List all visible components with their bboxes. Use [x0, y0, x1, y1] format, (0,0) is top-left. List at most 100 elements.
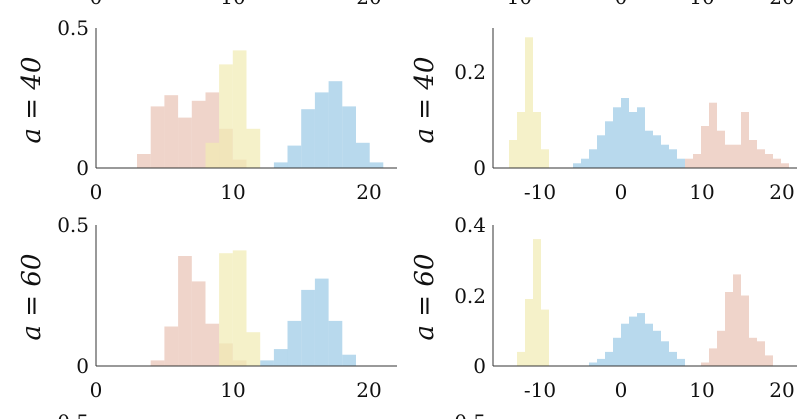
histogram-bar-blue — [342, 106, 356, 168]
histogram-bar-pink — [709, 348, 717, 366]
histogram-bar-blue — [589, 362, 597, 366]
y-tick-label: 0 — [76, 156, 89, 180]
histogram-bar-pink — [725, 144, 733, 168]
cutoff-top-tick: 0 — [615, 0, 628, 9]
histogram-bar-blue — [613, 107, 621, 168]
y-tick-label: 0 — [76, 354, 89, 378]
histogram-bar-blue — [653, 135, 661, 168]
x-tick-label: 10 — [220, 180, 245, 204]
histogram-bar-blue — [661, 144, 669, 168]
y-tick-label: 0 — [473, 156, 486, 180]
histogram-bar-yellow — [246, 332, 261, 366]
histogram-bar-pink — [765, 355, 773, 366]
y-tick-label: 0.4 — [454, 213, 486, 237]
bars-group — [509, 37, 789, 168]
histogram-bar-yellow — [219, 64, 233, 168]
histogram-bar-blue — [637, 313, 645, 366]
bars-group — [150, 250, 356, 366]
histogram-bar-yellow — [232, 250, 247, 366]
histogram-bar-pink — [749, 337, 757, 366]
histogram-bar-pink — [733, 274, 741, 366]
histogram-bar-blue — [301, 109, 315, 168]
histogram-bar-yellow — [509, 140, 517, 168]
histogram-bar-pink — [725, 292, 733, 366]
histogram-bar-yellow — [205, 142, 220, 168]
y-tick-label: 0.2 — [454, 60, 486, 84]
histogram-bar-pink — [733, 144, 741, 168]
histogram-bar-pink — [741, 295, 749, 366]
x-tick-label: 20 — [769, 378, 794, 402]
histogram-bar-yellow — [517, 351, 525, 366]
row-label: a = 60 — [17, 254, 47, 341]
histogram-bar-pink — [773, 158, 781, 168]
histogram-bar-pink — [741, 112, 749, 168]
histogram-bar-pink — [709, 102, 717, 168]
histogram-bar-blue — [661, 341, 669, 366]
cutoff-top-tick: 20 — [769, 0, 794, 9]
histogram-bar-blue — [597, 135, 605, 168]
histogram-bar-pink — [150, 360, 165, 366]
histogram-bar-blue — [621, 98, 629, 168]
histogram-bar-pink — [191, 100, 206, 168]
histogram-bar-pink — [693, 154, 701, 168]
x-tick-label: 0 — [90, 180, 103, 204]
histogram-bar-pink — [781, 163, 789, 168]
histogram-bar-blue — [287, 145, 302, 168]
histogram-bar-yellow — [541, 149, 549, 168]
histogram-bar-blue — [653, 330, 661, 367]
histogram-bar-blue — [677, 158, 685, 168]
histogram-bar-blue — [273, 349, 288, 366]
row-label: a = 40 — [410, 57, 440, 144]
x-tick-label: 10 — [220, 378, 245, 402]
histogram-bar-blue — [637, 107, 645, 168]
histogram-bar-blue — [287, 320, 302, 366]
histogram-bar-blue — [621, 323, 629, 366]
histogram-bar-blue — [273, 162, 288, 168]
cutoff-top-tick: -10 — [500, 0, 532, 9]
histogram-bar-blue — [589, 149, 597, 168]
histogram-bar-blue — [605, 351, 613, 366]
histogram-bar-blue — [356, 142, 370, 168]
histogram-bar-yellow — [232, 50, 247, 168]
histogram-bar-pink — [164, 326, 179, 366]
histogram-bar-blue — [677, 358, 685, 366]
x-tick-label: 0 — [615, 180, 628, 204]
histogram-bar-pink — [757, 149, 765, 168]
row-label: a = 60 — [410, 254, 440, 341]
histogram-bar-blue — [369, 162, 384, 168]
x-tick-label: -10 — [524, 180, 556, 204]
histogram-bar-pink — [701, 362, 709, 366]
histogram-bar-blue — [629, 316, 637, 366]
histogram-bar-pink — [701, 126, 709, 168]
cutoff-top-row: 0 10 20 -10 0 10 20 — [90, 0, 795, 9]
histogram-bar-yellow — [533, 112, 541, 168]
histogram-bar-blue — [328, 81, 343, 168]
cutoff-top-tick: 20 — [356, 0, 381, 9]
histogram-bar-yellow — [541, 309, 549, 366]
x-tick-label: 0 — [90, 378, 103, 402]
histogram-bar-blue — [314, 92, 329, 168]
histogram-bar-blue — [669, 351, 677, 366]
histogram-bar-yellow — [525, 37, 533, 168]
x-tick-label: 20 — [356, 180, 381, 204]
cutoff-bottom-tick: 0.5 — [454, 410, 486, 419]
histogram-bar-blue — [260, 360, 274, 366]
row-label: a = 40 — [17, 57, 47, 144]
histogram-bar-pink — [164, 95, 179, 168]
histogram-bar-pink — [191, 281, 206, 366]
histogram-bar-pink — [137, 154, 151, 168]
histogram-bar-yellow — [533, 239, 541, 366]
histogram-bar-blue — [645, 130, 653, 168]
histogram-panel-bottom-left: a = 60 0 0.5 0 10 20 — [17, 213, 397, 402]
bars-group — [517, 239, 773, 367]
histogram-bar-blue — [645, 323, 653, 366]
cutoff-top-tick: 10 — [220, 0, 245, 9]
x-tick-label: 20 — [769, 180, 794, 204]
histogram-bar-pink — [717, 130, 725, 168]
cutoff-top-tick: 10 — [689, 0, 714, 9]
x-tick-label: 20 — [356, 378, 381, 402]
x-tick-label: -10 — [524, 378, 556, 402]
cutoff-bottom-row: 0.5 0.5 — [57, 410, 486, 419]
histogram-bar-blue — [342, 354, 356, 366]
